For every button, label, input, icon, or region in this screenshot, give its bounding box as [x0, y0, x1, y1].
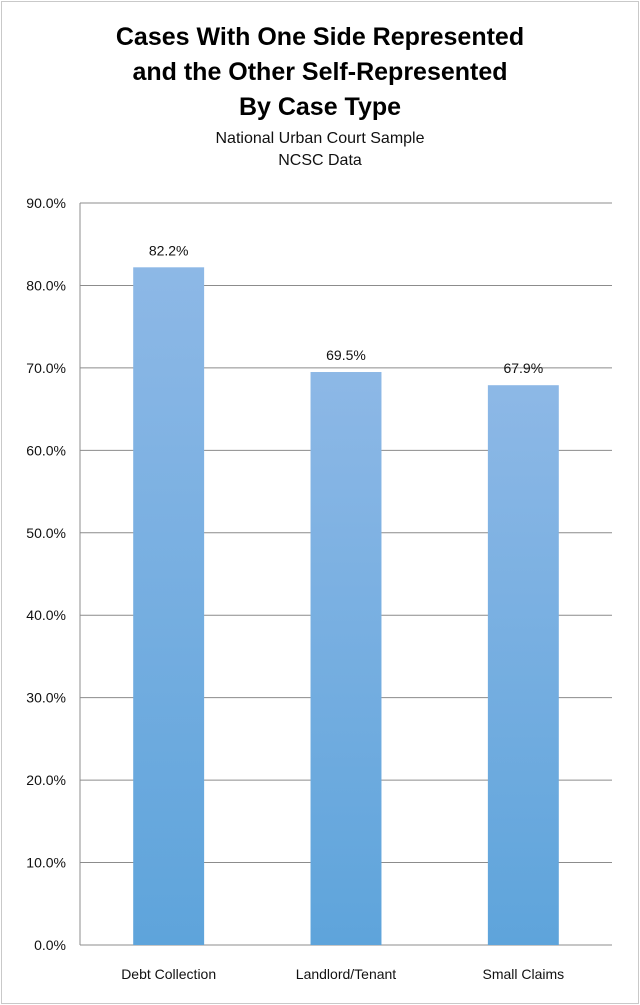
y-tick-label: 70.0%	[26, 360, 66, 376]
x-category-label: Small Claims	[482, 966, 564, 982]
y-tick-label: 0.0%	[34, 937, 66, 953]
chart-title-block: Cases With One Side Represented and the …	[0, 20, 640, 172]
bar-value-label: 69.5%	[326, 347, 366, 363]
y-tick-label: 90.0%	[26, 195, 66, 211]
chart-title-line-2: and the Other Self-Represented	[132, 58, 508, 86]
bars	[133, 267, 559, 946]
bar-value-label: 67.9%	[503, 360, 543, 376]
bar	[133, 267, 205, 946]
y-tick-label: 30.0%	[26, 690, 66, 706]
chart-subtitle-line-1: National Urban Court Sample	[215, 130, 425, 147]
y-tick-label: 80.0%	[26, 277, 66, 293]
chart-subtitle-line-2: NCSC Data	[278, 152, 362, 169]
y-tick-label: 40.0%	[26, 607, 66, 623]
y-tick-label: 60.0%	[26, 442, 66, 458]
bar-value-label: 82.2%	[149, 242, 189, 258]
bar	[310, 372, 382, 945]
x-category-label: Debt Collection	[121, 966, 216, 982]
chart-title-line-3: By Case Type	[238, 93, 402, 121]
bar	[487, 385, 559, 945]
x-category-label: Landlord/Tenant	[296, 966, 397, 982]
chart-title-line-1: Cases With One Side Represented	[115, 23, 525, 51]
y-tick-label: 10.0%	[26, 855, 66, 871]
labels: 0.0% 10.0% 20.0% 30.0% 40.0% 50.0% 60.0% 70.0% 8…	[26, 195, 564, 982]
y-tick-label: 50.0%	[26, 525, 66, 541]
y-tick-label: 20.0%	[26, 772, 66, 788]
